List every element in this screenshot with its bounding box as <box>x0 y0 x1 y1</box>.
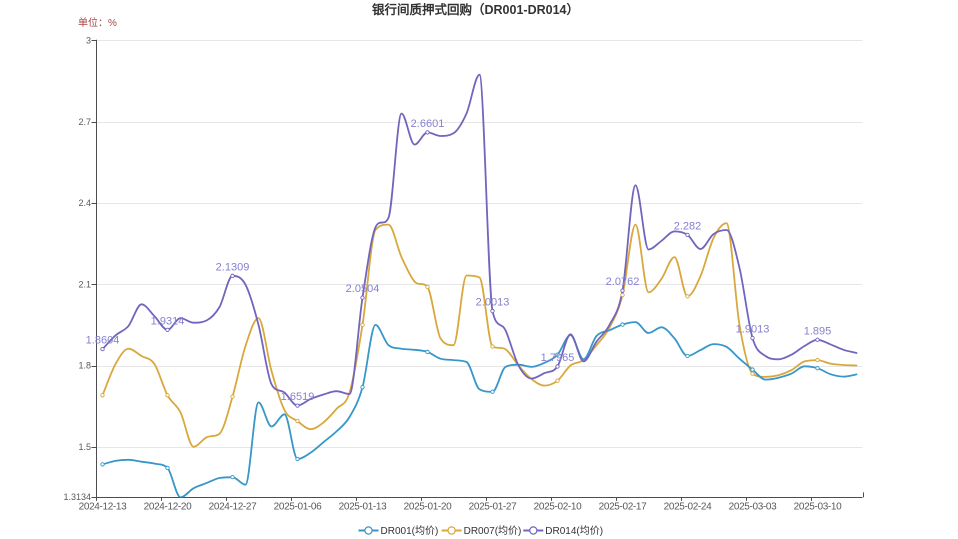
svg-text:2024-12-27: 2024-12-27 <box>209 502 257 513</box>
svg-text:1.6519: 1.6519 <box>281 391 315 403</box>
svg-text:2.0762: 2.0762 <box>606 276 640 288</box>
svg-text:1.9013: 1.9013 <box>736 324 770 336</box>
svg-text:DR001(均价): DR001(均价) <box>381 525 439 537</box>
svg-text:2.4: 2.4 <box>78 198 91 208</box>
svg-text:1.3134: 1.3134 <box>63 492 91 502</box>
svg-text:2025-01-13: 2025-01-13 <box>339 502 387 513</box>
svg-text:2025-02-10: 2025-02-10 <box>534 502 582 513</box>
svg-text:2025-01-20: 2025-01-20 <box>404 502 452 513</box>
svg-text:1.7965: 1.7965 <box>541 352 575 364</box>
svg-text:2.7: 2.7 <box>78 117 91 127</box>
svg-text:1.8604: 1.8604 <box>86 335 120 347</box>
svg-text:2025-03-03: 2025-03-03 <box>729 502 777 513</box>
svg-text:2024-12-13: 2024-12-13 <box>79 502 127 513</box>
svg-text:银行间质押式回购（DR001-DR014）: 银行间质押式回购（DR001-DR014） <box>372 2 579 17</box>
svg-text:DR014(均价): DR014(均价) <box>545 525 603 537</box>
svg-text:2025-01-27: 2025-01-27 <box>469 502 517 513</box>
svg-text:2.1309: 2.1309 <box>216 261 250 273</box>
svg-text:2025-02-24: 2025-02-24 <box>664 502 712 513</box>
svg-text:2025-03-10: 2025-03-10 <box>794 502 842 513</box>
svg-text:1.895: 1.895 <box>804 325 832 337</box>
svg-text:DR007(均价): DR007(均价) <box>464 525 522 537</box>
svg-text:1.8: 1.8 <box>78 361 91 371</box>
svg-text:3: 3 <box>86 36 91 46</box>
svg-text:单位：%: 单位：% <box>78 16 117 29</box>
svg-text:1.5: 1.5 <box>78 442 91 452</box>
svg-text:2025-01-06: 2025-01-06 <box>274 502 322 513</box>
svg-text:2.0504: 2.0504 <box>346 283 380 295</box>
svg-text:2.0013: 2.0013 <box>476 296 510 308</box>
svg-text:2.1: 2.1 <box>78 279 91 289</box>
svg-text:2025-02-17: 2025-02-17 <box>599 502 647 513</box>
svg-text:1.9314: 1.9314 <box>151 315 185 327</box>
svg-text:2.282: 2.282 <box>674 220 702 232</box>
svg-text:2024-12-20: 2024-12-20 <box>144 502 192 513</box>
svg-text:2.6601: 2.6601 <box>411 118 445 130</box>
